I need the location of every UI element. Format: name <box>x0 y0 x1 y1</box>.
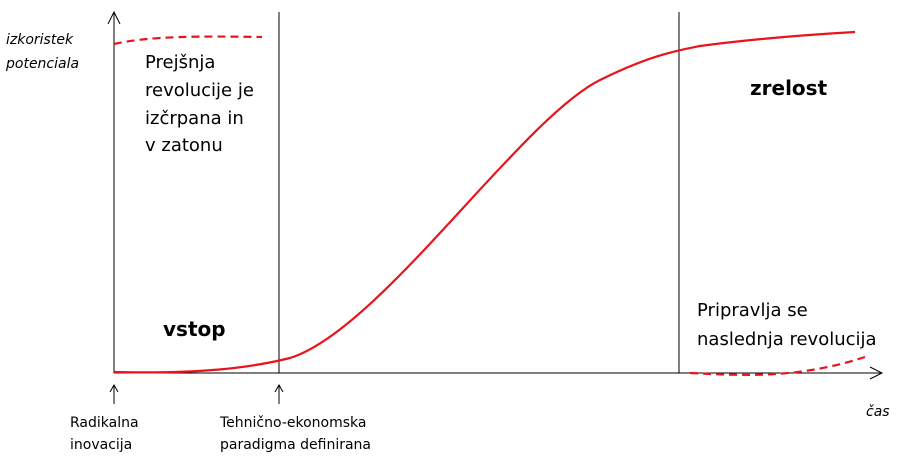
milestone-text: inovacija <box>70 437 132 453</box>
y-label: izkoristek <box>6 32 74 48</box>
milestone-text: Tehnično-ekonomska <box>219 415 366 431</box>
phase-text: revolucije je <box>145 80 254 101</box>
next-curve <box>689 355 866 376</box>
axes <box>107 10 884 404</box>
previous-curve <box>113 35 263 46</box>
phase-text: izčrpana in <box>145 108 244 129</box>
s-curve <box>113 30 856 374</box>
phase-text: Pripravlja se <box>697 300 808 321</box>
y-arrow <box>107 10 121 25</box>
phase-title: zrelost <box>750 76 828 100</box>
milestone-text: Radikalna <box>70 415 139 431</box>
milestone-arrow-head <box>109 383 119 393</box>
milestone-text: paradigma definirana <box>220 437 371 453</box>
milestone-arrow-head <box>274 383 284 393</box>
x-label: čas <box>866 404 890 420</box>
x-arrow <box>869 366 884 380</box>
phase-text: Prejšnja <box>145 52 215 73</box>
y-label: potenciala <box>5 56 79 72</box>
phase-text: v zatonu <box>145 135 223 156</box>
phase-text: naslednja revolucija <box>697 329 877 350</box>
phase-title: vstop <box>163 317 226 341</box>
